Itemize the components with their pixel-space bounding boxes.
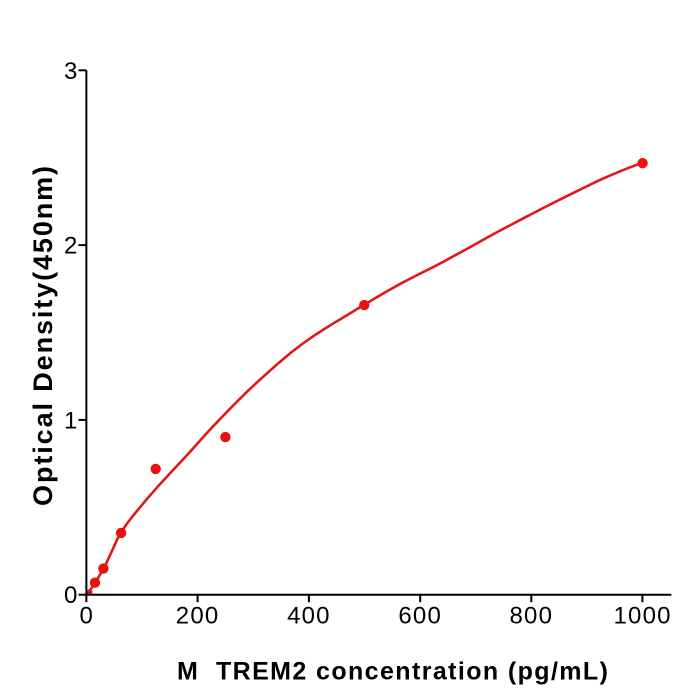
svg-text:1000: 1000	[613, 603, 671, 630]
svg-text:Optical Density(450nm): Optical Density(450nm)	[28, 164, 58, 506]
svg-text:0: 0	[80, 603, 95, 630]
svg-text:600: 600	[398, 603, 442, 630]
svg-text:0: 0	[64, 582, 79, 609]
svg-text:M TREM2 concentration (pg/mL): M TREM2 concentration (pg/mL)	[177, 657, 609, 685]
svg-text:200: 200	[176, 603, 220, 630]
svg-text:1: 1	[64, 407, 79, 434]
svg-text:3: 3	[64, 58, 79, 85]
svg-text:400: 400	[287, 603, 331, 630]
svg-text:800: 800	[509, 603, 553, 630]
svg-text:2: 2	[64, 233, 79, 260]
